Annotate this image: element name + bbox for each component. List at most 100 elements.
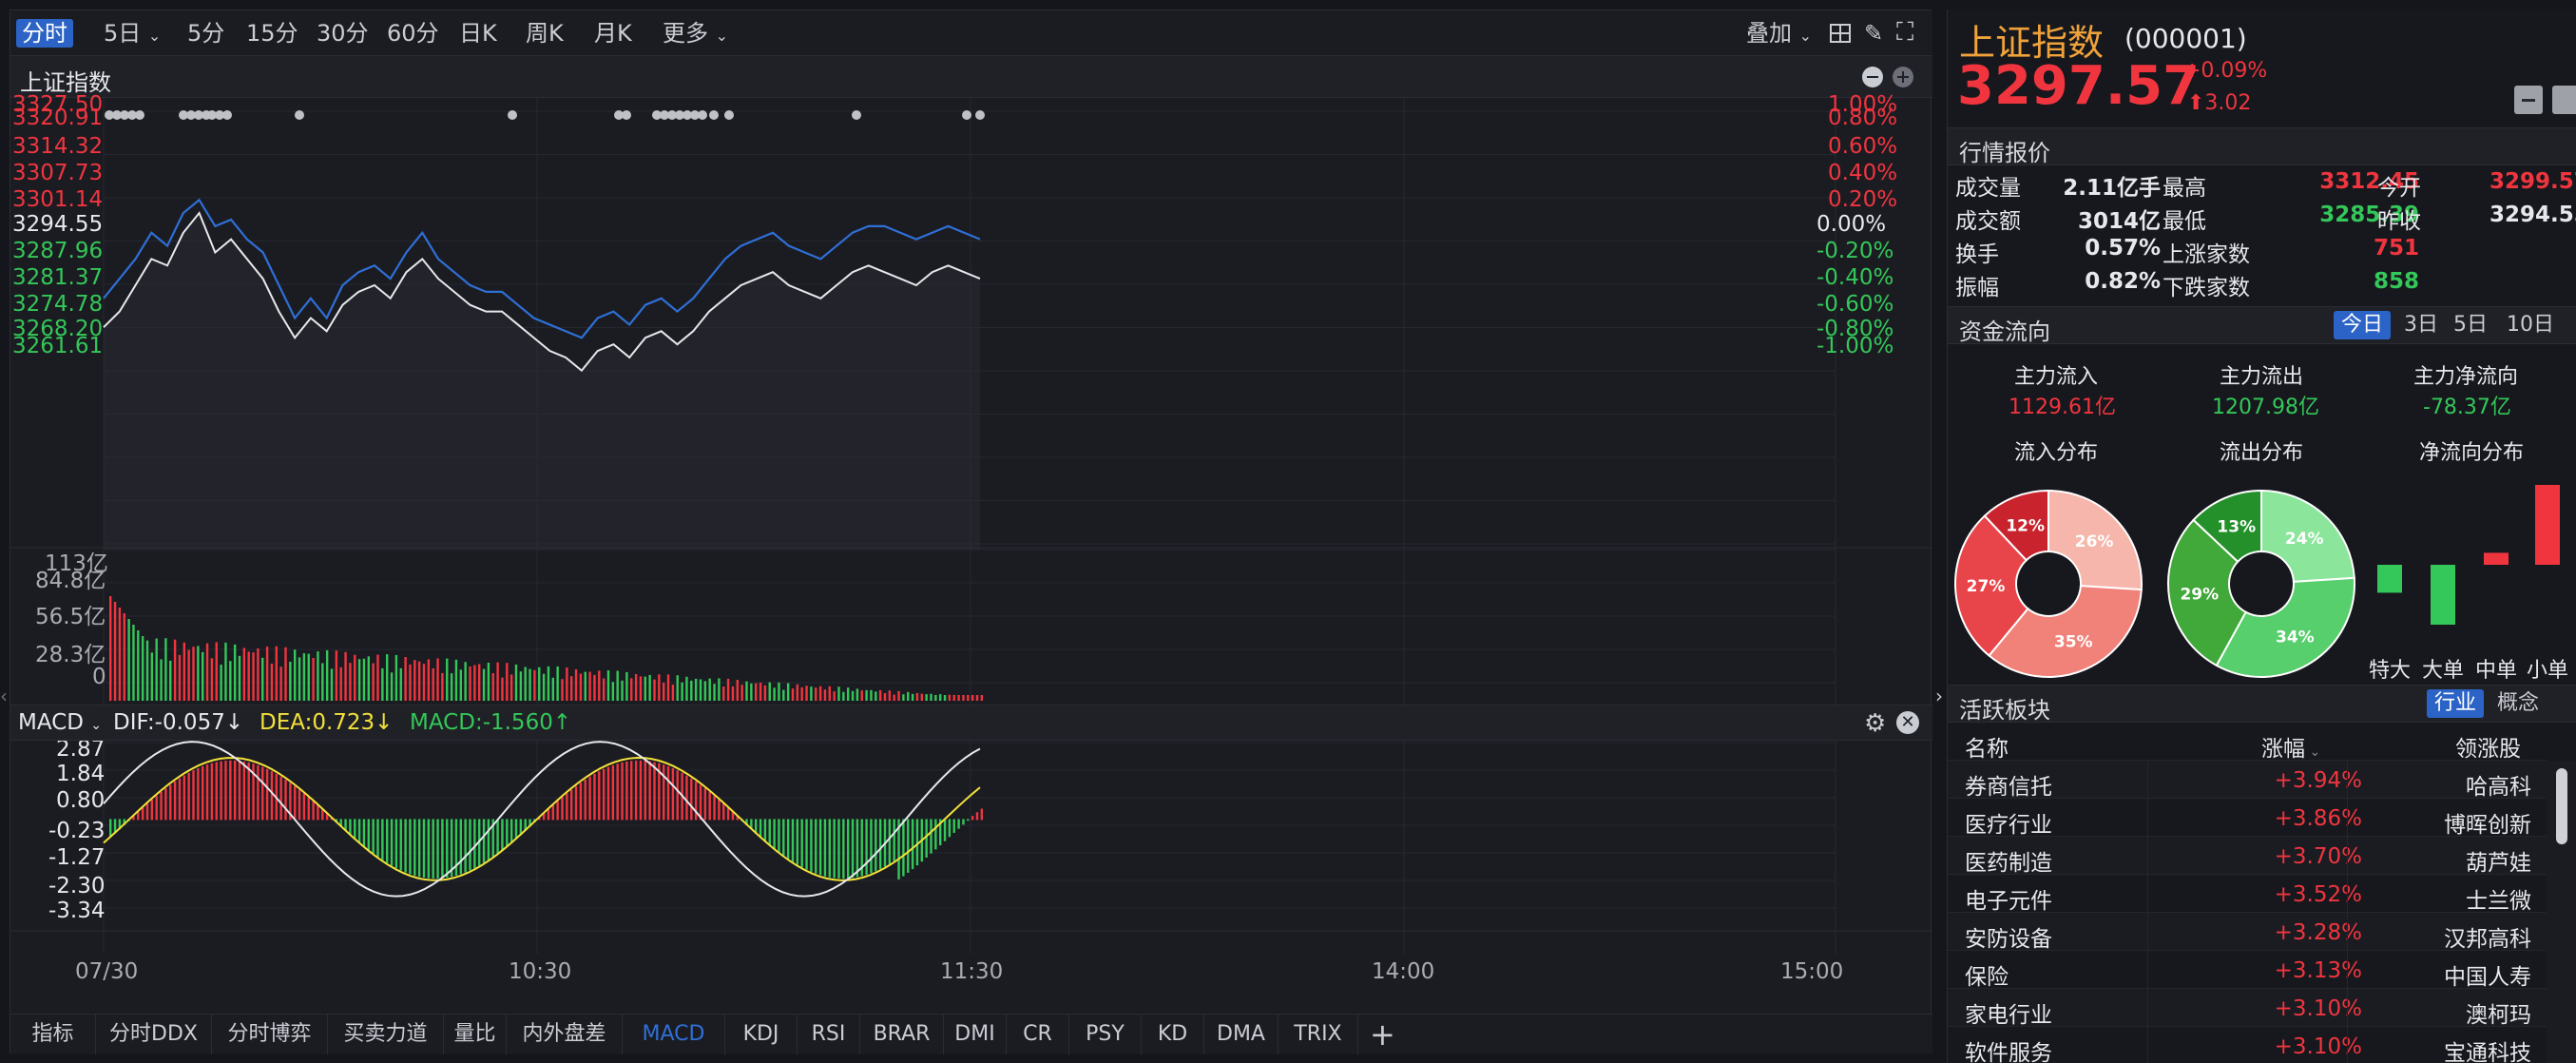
sector-row[interactable]: 软件服务 +3.10% 宝通科技 [1948,1027,2547,1063]
tab-industry[interactable]: 行业 [2427,689,2485,718]
indicator-tab-dma[interactable]: DMA [1204,1015,1278,1054]
indicator-tab-psy[interactable]: PSY [1069,1015,1142,1054]
col-change[interactable]: 涨幅 ⌄ [2261,730,2320,763]
indicator-tab-买卖力道[interactable]: 买卖力道 [328,1015,444,1054]
stock-name: 上证指数 [1959,22,2105,64]
tab-fenshi[interactable]: 分时 [16,19,73,48]
quote-label: 最高 [2163,176,2206,201]
collapse-right-icon[interactable]: › [1935,685,1943,707]
percent-tick: 0.80% [1828,106,1898,130]
tab-5day[interactable]: 5日 ⌄ [98,19,166,48]
indicator-tab-macd[interactable]: MACD [623,1015,725,1054]
row-divider [2347,837,2348,875]
indicator-tab-内外盘差[interactable]: 内外盘差 [507,1015,623,1054]
sector-row[interactable]: 医药制造 +3.70% 葫芦娃 [1948,837,2547,876]
chevron-down-icon: ⌄ [90,718,102,733]
close-icon[interactable]: ✕ [1896,711,1919,734]
period-5d[interactable]: 5日 [2453,313,2488,337]
outflow-dist-label: 流出分布 [2220,441,2304,465]
draw-pen-icon[interactable]: ✎ [1864,20,1884,47]
indicator-tab-dmi[interactable]: DMI [944,1015,1007,1054]
add-indicator-icon[interactable]: + [1370,1016,1395,1053]
sector-row[interactable]: 电子元件 +3.52% 士兰微 [1948,875,2547,914]
indicator-tab-rsi[interactable]: RSI [798,1015,860,1054]
indicator-tab-分时博弈[interactable]: 分时博弈 [212,1015,328,1054]
sector-row[interactable]: 医疗行业 +3.86% 博晖创新 [1948,799,2547,838]
sector-name: 安防设备 [1965,927,2052,952]
macd-tick: -2.30 [48,874,106,899]
inflow-label: 主力流入 [2014,365,2099,389]
tab-30min[interactable]: 30分 [317,20,369,47]
zoom-in-icon[interactable] [1893,67,1913,87]
pie-label: 12% [2006,517,2045,536]
indicator-tab-brar[interactable]: BRAR [860,1015,944,1054]
more-label: 更多 [663,20,708,47]
alert-bell-icon[interactable] [2552,86,2576,114]
scrollbar-thumb[interactable] [2556,768,2567,844]
gear-icon[interactable]: ⚙ [1864,709,1887,738]
time-tick: 15:00 [1780,959,1844,984]
zoom-out-icon[interactable] [1862,67,1883,87]
tab-monthly-k[interactable]: 月K [594,20,632,47]
sector-change: +3.70% [2274,844,2362,869]
tab-15min[interactable]: 15分 [246,20,298,47]
tab-60min[interactable]: 60分 [387,20,439,47]
collapse-left-icon[interactable]: ‹ [0,685,8,707]
sector-name: 医疗行业 [1965,813,2052,838]
tab-concept[interactable]: 概念 [2497,691,2540,715]
net-dist-label: 净流向分布 [2419,441,2525,465]
indicator-tab-kdj[interactable]: KDJ [725,1015,798,1054]
market-quote-title: 行情报价 [1959,140,2050,166]
sector-name: 电子元件 [1965,889,2052,914]
sector-change: +3.52% [2274,882,2362,907]
row-divider [2147,761,2148,799]
grid-layout-icon[interactable] [1830,24,1851,43]
period-3d[interactable]: 3日 [2404,313,2438,337]
pie-slice [1988,585,2143,678]
time-tick: 07/30 [75,959,139,984]
indicator-tab-trix[interactable]: TRIX [1278,1015,1358,1054]
row-divider [2347,913,2348,951]
indicator-tab-分时ddx[interactable]: 分时DDX [96,1015,212,1054]
row-divider [2147,875,2148,913]
minimize-icon[interactable] [2514,86,2543,114]
percent-tick: -0.60% [1817,292,1894,317]
col-change-label: 涨幅 [2261,737,2305,762]
tab-daily-k[interactable]: 日K [459,20,497,47]
chart-canvas[interactable] [10,98,1932,990]
tab-weekly-k[interactable]: 周K [526,20,564,47]
macd-tick: -0.23 [48,819,106,843]
indicator-tab-cr[interactable]: CR [1007,1015,1069,1054]
pie-slice [2192,489,2262,564]
period-today[interactable]: 今日 [2334,311,2392,339]
pie-slice [2260,489,2355,583]
quote-value: 3285.39 [2319,203,2419,227]
tab-5min[interactable]: 5分 [187,20,225,47]
net-flow-label: 小单 [2527,659,2568,683]
sector-change: +3.28% [2274,920,2362,945]
sector-row[interactable]: 家电行业 +3.10% 澳柯玛 [1948,989,2547,1028]
sector-row[interactable]: 券商信托 +3.94% 哈高科 [1948,761,2547,800]
net-flow-label: 大单 [2422,659,2464,683]
period-10d[interactable]: 10日 [2507,313,2554,337]
net-flow-bar [2484,552,2509,565]
sector-row[interactable]: 保险 +3.13% 中国人寿 [1948,951,2547,990]
sector-row[interactable]: 安防设备 +3.28% 汉邦高科 [1948,913,2547,952]
quote-label: 最低 [2163,209,2206,234]
macd-dropdown[interactable]: MACD ⌄ [18,710,102,735]
sector-leader: 哈高科 [2466,775,2531,800]
pie-slice [1954,514,2029,657]
row-divider [2347,989,2348,1027]
percent-tick: 1.00% [1828,92,1898,117]
intraday-chart[interactable]: 3327.50 3320.91 3314.32 3307.73 3301.14 3294.… [10,92,1932,990]
scrollbar-track[interactable] [2547,761,2576,1063]
overlay-dropdown[interactable]: 叠加 ⌄ [1740,19,1817,48]
indicator-tab-量比[interactable]: 量比 [444,1015,507,1054]
sector-name: 医药制造 [1965,851,2052,876]
sector-change: +3.94% [2274,768,2362,793]
net-flow-bar [2431,565,2455,625]
quote-value: 3299.57 [2489,169,2576,194]
more-dropdown[interactable]: 更多 ⌄ [657,19,734,48]
fullscreen-icon[interactable]: ⛶ [1896,18,1914,47]
indicator-tab-kd[interactable]: KD [1142,1015,1204,1054]
